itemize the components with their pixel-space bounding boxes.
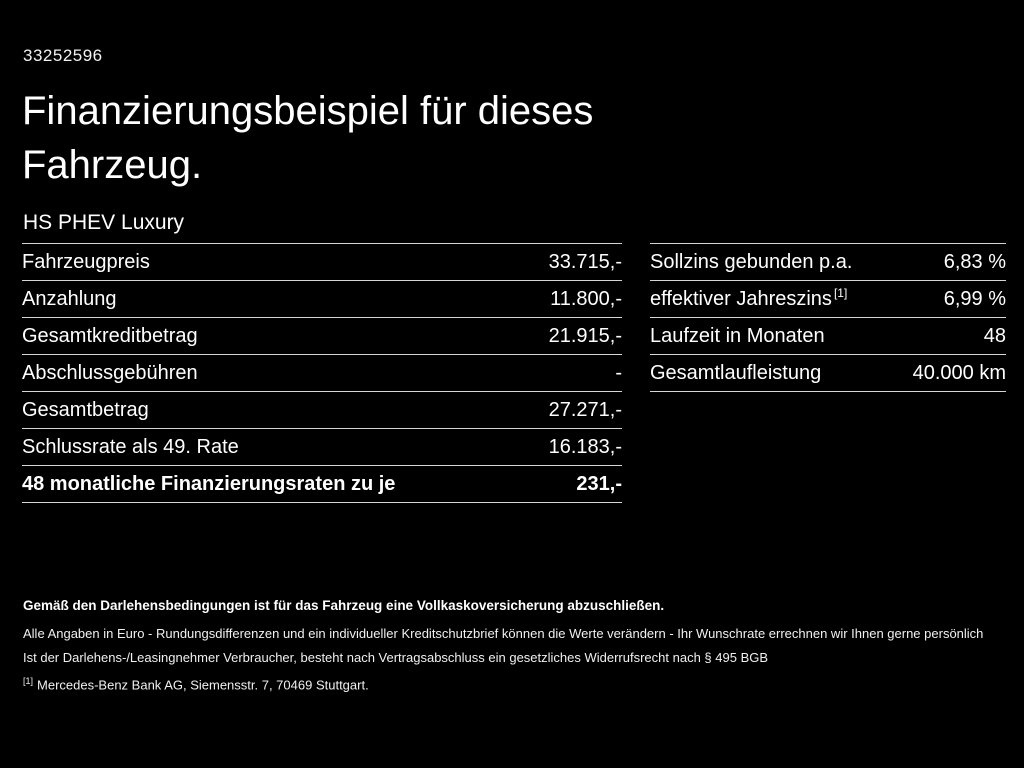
row-label: effektiver Jahreszins [1] <box>650 285 848 310</box>
table-row: Anzahlung 11.800,- <box>22 280 622 317</box>
page-title-line2: Fahrzeug. <box>22 143 203 187</box>
table-row: Gesamtkreditbetrag 21.915,- <box>22 317 622 354</box>
row-label: Gesamtlaufleistung <box>650 361 822 384</box>
row-value: 16.183,- <box>548 435 622 458</box>
insurance-note: Gemäß den Darlehensbedingungen ist für d… <box>23 598 665 613</box>
footer-line-2: Ist der Darlehens-/Leasingnehmer Verbrau… <box>23 650 769 665</box>
row-label: Gesamtbetrag <box>22 398 149 421</box>
document-id: 33252596 <box>23 46 103 65</box>
row-value: 21.915,- <box>548 324 622 347</box>
financing-table-right: Sollzins gebunden p.a. 6,83 % effektiver… <box>650 243 1006 392</box>
vehicle-model-label: HS PHEV Luxury <box>23 211 185 234</box>
row-value: 231,- <box>576 472 622 495</box>
row-value: - <box>615 361 622 384</box>
row-label: Anzahlung <box>22 287 117 310</box>
table-row: Sollzins gebunden p.a. 6,83 % <box>650 243 1006 280</box>
footer-line-1: Alle Angaben in Euro - Rundungsdifferenz… <box>23 626 984 641</box>
page-title: Finanzierungsbeispiel für dieses Fahrzeu… <box>22 84 593 192</box>
row-value: 6,83 % <box>943 250 1006 273</box>
table-row: Schlussrate als 49. Rate 16.183,- <box>22 428 622 465</box>
row-label: Fahrzeugpreis <box>22 250 150 273</box>
table-row: Abschlussgebühren - <box>22 354 622 391</box>
row-value: 27.271,- <box>548 398 622 421</box>
table-row: Laufzeit in Monaten 48 <box>650 317 1006 354</box>
row-value: 48 <box>983 324 1006 347</box>
table-row: Gesamtbetrag 27.271,- <box>22 391 622 428</box>
row-label: 48 monatliche Finanzierungsraten zu je <box>22 472 396 495</box>
table-row: Fahrzeugpreis 33.715,- <box>22 243 622 280</box>
row-value: 33.715,- <box>548 250 622 273</box>
footnote-marker: [1] <box>23 676 34 686</box>
row-label: Sollzins gebunden p.a. <box>650 250 853 273</box>
footnote-reference: [1] Mercedes-Benz Bank AG, Siemensstr. 7,… <box>23 676 1006 692</box>
table-row-monthly-rate: 48 monatliche Finanzierungsraten zu je 2… <box>22 465 622 503</box>
row-label: Abschlussgebühren <box>22 361 198 384</box>
row-value: 6,99 % <box>943 287 1006 310</box>
row-value: 11.800,- <box>550 287 622 310</box>
row-label: Schlussrate als 49. Rate <box>22 435 239 458</box>
financing-table-left: Fahrzeugpreis 33.715,- Anzahlung 11.800,… <box>22 243 622 503</box>
row-label: Laufzeit in Monaten <box>650 324 825 347</box>
page-title-line1: Finanzierungsbeispiel für dieses <box>22 89 594 133</box>
row-label: Gesamtkreditbetrag <box>22 324 198 347</box>
row-value: 40.000 km <box>912 361 1006 384</box>
footnote-text: Mercedes-Benz Bank AG, Siemensstr. 7, 70… <box>37 677 369 693</box>
table-row: Gesamtlaufleistung 40.000 km <box>650 354 1006 392</box>
footnote-marker: [1] <box>833 285 848 300</box>
legal-footer: Gemäß den Darlehensbedingungen ist für d… <box>23 598 1006 692</box>
table-row: effektiver Jahreszins [1] 6,99 % <box>650 280 1006 317</box>
